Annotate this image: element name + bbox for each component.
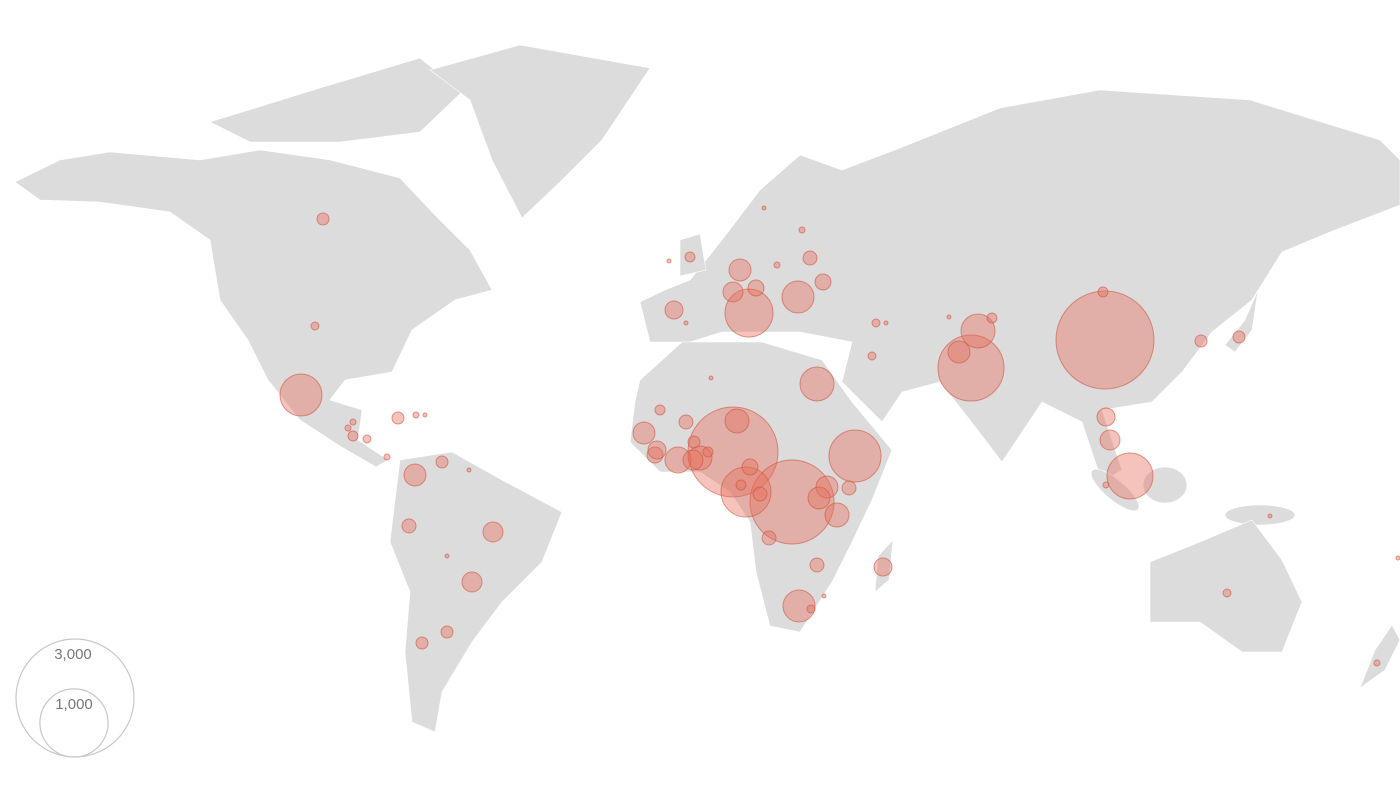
bubble [761,530,777,546]
bubble [347,430,359,442]
bubble [1097,286,1109,298]
bubble [687,445,713,471]
bubble [809,557,825,573]
bubble [773,261,781,269]
madagascar [874,539,894,593]
australia [1149,519,1303,653]
bubble [741,458,759,476]
bubble [435,455,449,469]
bubble [444,553,450,559]
bubble [1232,330,1246,344]
bubble [683,320,689,326]
bubble [1096,407,1116,427]
bubble [666,258,672,264]
bubble [798,226,806,234]
bubble [986,312,998,324]
bubble [466,467,472,473]
bubble [403,463,427,487]
bubble [349,418,357,426]
bubble [678,414,694,430]
bubble [316,212,330,226]
bubble [735,479,747,491]
bubble [664,300,684,320]
bubble [401,518,417,534]
bubble [720,466,772,518]
bubble [946,314,952,320]
bubble [883,320,889,326]
legend-circle [39,688,109,758]
borneo [1142,466,1188,504]
bubble [873,557,893,577]
bubble [747,279,765,297]
bubble [279,373,323,417]
land [14,44,1400,733]
bubble [1267,513,1273,519]
bubble [947,340,971,364]
south-america [389,451,563,733]
bubble [344,424,352,432]
bubble [412,411,420,419]
bubble [828,429,882,483]
legend-label: 3,000 [54,646,92,663]
legend-label: 1,000 [55,696,93,713]
bubble [802,250,818,266]
bubble [937,334,1005,402]
sumatra [1090,468,1140,512]
bubble [422,412,428,418]
bubble [782,589,816,623]
bubble [391,411,405,425]
bubble [415,636,429,650]
bubble [728,258,752,282]
bubble [814,273,832,291]
bubble [461,571,483,593]
bubble [806,604,816,614]
bubble [1373,659,1381,667]
bubble [647,440,667,460]
bubble [960,313,996,349]
bubbles [279,205,1400,667]
bubble [749,459,835,545]
new-zealand [1359,624,1400,689]
britain [679,233,707,277]
bubble [310,321,320,331]
bubble [362,434,372,444]
bubble [1099,429,1121,451]
bubble [654,404,666,416]
bubble [1222,588,1232,598]
bubble [1395,555,1400,561]
bubble [1106,452,1154,500]
bubble [682,449,704,471]
bubble [440,625,454,639]
bubble [632,421,656,445]
bubble [1055,290,1155,390]
bubble [687,435,701,449]
bubble [482,521,504,543]
bubble [684,251,696,263]
bubble [722,281,744,303]
bubble [824,502,850,528]
new-guinea [1224,504,1296,526]
bubble [752,486,768,502]
bubble [807,486,831,510]
bubble [867,351,877,361]
eurasia [639,89,1400,483]
bubble [871,318,881,328]
bubble [781,280,815,314]
bubble [702,446,714,458]
bubble [1194,334,1208,348]
bubble [761,205,767,211]
legend: 3,000 1,000 [15,638,135,758]
bubble [799,366,835,402]
north-america [14,149,493,468]
bubble [1102,481,1110,489]
bubble [383,453,391,461]
bubble [724,408,750,434]
bubble [664,446,692,474]
bubble [841,480,857,496]
bubble [708,375,714,381]
arctic-islands [209,57,463,143]
greenland [429,44,651,219]
bubble [821,593,827,599]
